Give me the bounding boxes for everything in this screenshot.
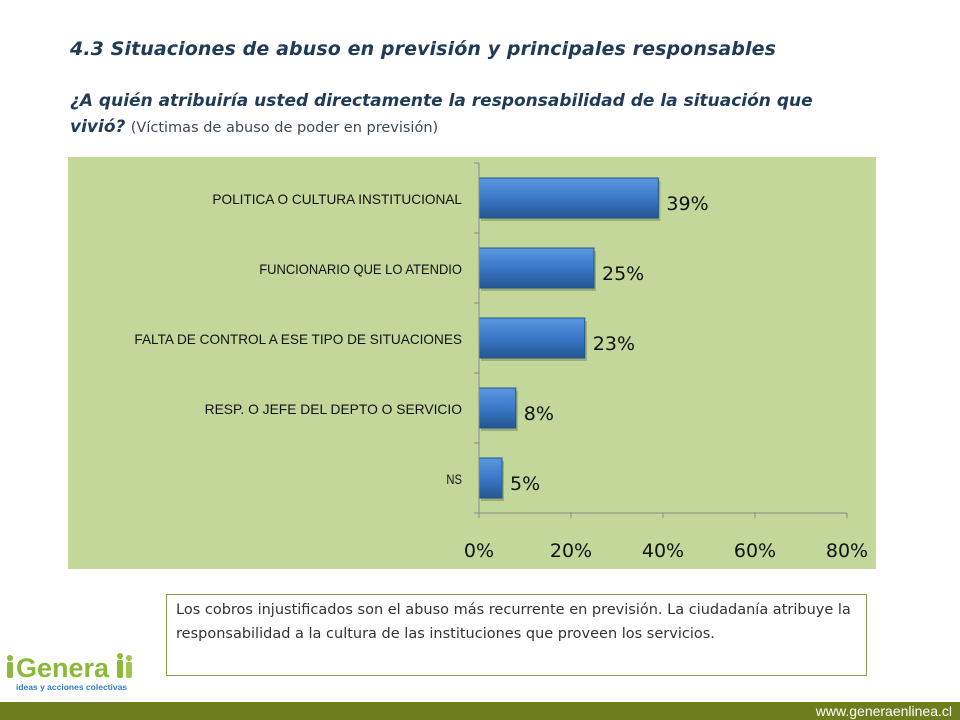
bar [478,317,586,359]
x-tick-label: 20% [550,540,592,562]
question-text: ¿A quién atribuiría usted directamente l… [70,91,813,137]
bar-chart-svg: POLITICA O CULTURA INSTITUCIONAL 39% FUNCI… [134,162,868,562]
bar [478,387,517,429]
logo-tagline: ideas y acciones colectivas [16,682,127,692]
category-label: NS [446,471,462,487]
bar [478,177,659,219]
bar-chart: POLITICA O CULTURA INSTITUCIONAL 39% FUNCI… [68,157,876,569]
x-tick-label: 40% [642,540,684,562]
bars-layer: POLITICA O CULTURA INSTITUCIONAL 39% FUNCI… [134,162,868,562]
x-tick-label: 0% [464,540,494,562]
category-label: FALTA DE CONTROL A ESE TIPO DE SITUACION… [134,331,462,347]
x-tick-label: 60% [734,540,776,562]
bar [478,457,503,499]
people-icon [7,653,132,678]
genera-logo: Genera ideas y acciones colectivas [7,653,132,692]
data-label: 8% [524,403,554,425]
bar [478,247,595,289]
data-label: 39% [666,193,708,215]
category-label: FUNCIONARIO QUE LO ATENDIO [259,261,462,277]
question-note: (Víctimas de abuso de poder en previsión… [130,120,439,136]
page-title: 4.3 Situaciones de abuso en previsión y … [70,38,777,60]
category-label: POLITICA O CULTURA INSTITUCIONAL [212,191,462,207]
data-label: 5% [510,473,540,495]
footer-bar: www.generaenlinea.cl [0,702,960,720]
data-label: 23% [593,333,635,355]
category-label: RESP. O JEFE DEL DEPTO O SERVICIO [205,401,462,417]
footer-url[interactable]: www.generaenlinea.cl [815,703,952,719]
summary-note: Los cobros injustificados son el abuso m… [166,594,867,676]
chart-question: ¿A quién atribuiría usted directamente l… [70,88,870,141]
logo-wordmark: Genera [16,653,110,683]
x-tick-label: 80% [826,540,868,562]
data-label: 25% [602,263,644,285]
